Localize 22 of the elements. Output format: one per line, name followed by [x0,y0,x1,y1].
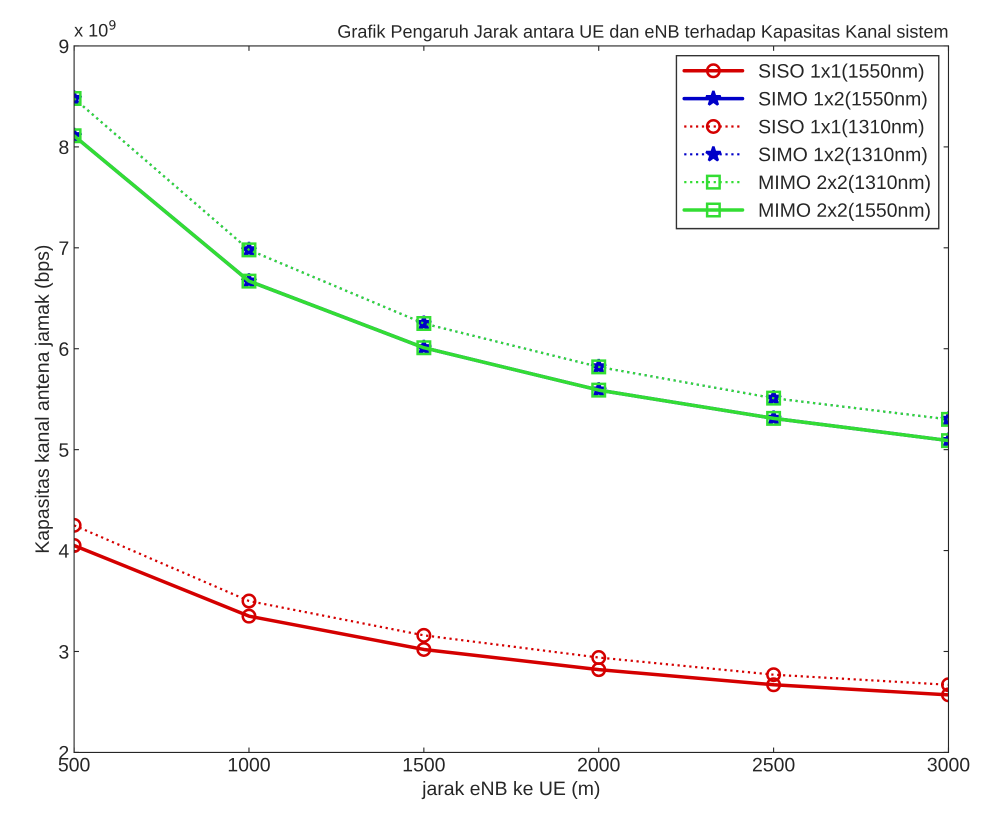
y-tick-label: 6 [59,342,68,356]
legend-label: SIMO 1x2(1310nm) [758,147,927,166]
y-tick-label: 5 [59,443,68,457]
y-tick-label: 7 [59,241,68,255]
legend-label: MIMO 2x2(1550nm) [760,202,930,221]
x-tick-label: 1500 [404,758,445,772]
x-axis-title: jarak eNB ke UE (m) [422,780,600,800]
x-tick-label: 2500 [752,758,794,772]
y-tick-label: 4 [58,544,69,558]
x-tick-label: 3000 [928,758,970,772]
y-tick-label: 8 [59,140,68,154]
legend-label: MIMO 2x2(1310nm) [760,174,930,193]
text: x 10$^{9}$ [74,20,116,37]
legend-label: SISO 1x1(1310nm) [758,119,924,138]
y-tick-label: 9 [59,39,68,54]
legend-label: SIMO 1x2(1550nm) [758,91,927,110]
y-tick-label: 3 [59,644,68,659]
x-tick-label: 2000 [578,758,620,772]
x-tick-label: 1000 [228,758,270,772]
chart-title: Grafik Pengaruh Jarak antara UE dan eNB terhadap Kapasitas Kanal sistem [338,24,948,42]
legend-label: SISO 1x1(1550nm) [758,63,924,82]
y-axis-title: Kapasitas kanal antena jamak (bps) [34,246,53,552]
